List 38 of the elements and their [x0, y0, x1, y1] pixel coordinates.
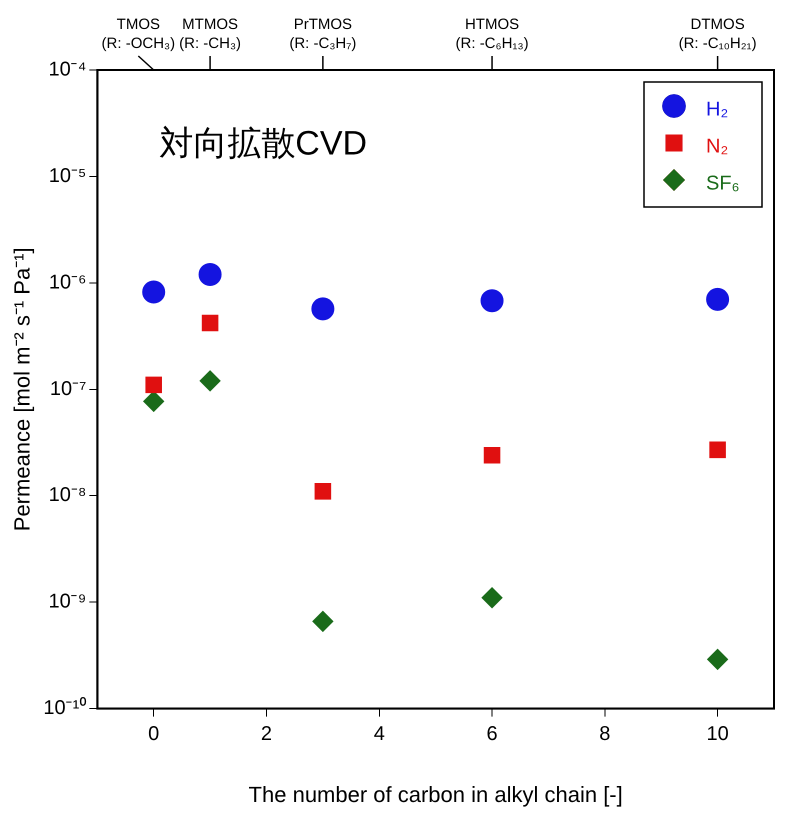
legend-label: SF₆	[706, 172, 740, 195]
point	[484, 446, 500, 464]
x-tick-label: 6	[486, 723, 498, 746]
y-axis-title: Permeance [mol m⁻² s⁻¹ Pa⁻¹]	[9, 247, 34, 532]
point	[200, 370, 221, 392]
point	[709, 442, 726, 458]
y-tick-label: 10⁻⁴	[48, 58, 86, 81]
y-tick-label: 10⁻⁵	[48, 164, 86, 187]
x-tick-label: 8	[599, 723, 610, 746]
legend-label: H₂	[706, 98, 728, 121]
point	[480, 289, 504, 312]
x-tick-label: 4	[374, 723, 385, 746]
point	[314, 483, 332, 500]
point	[312, 610, 334, 632]
x-tick-label: 2	[260, 723, 272, 746]
annotation: HTMOS (R: -C₆H₁₃)	[456, 16, 529, 52]
y-tick-label: 10⁻⁹	[48, 590, 86, 613]
annotation: 対向拡散CVD	[159, 124, 368, 162]
point	[482, 587, 503, 608]
point	[706, 288, 730, 311]
annotation: MTMOS (R: -CH₃)	[179, 16, 242, 52]
x-axis-title: The number of carbon in alkyl chain [-]	[248, 782, 623, 807]
annotation: DTMOS (R: -C₁₀H₂₁)	[678, 16, 757, 52]
x-tick-label: 0	[148, 723, 160, 746]
annotation: TMOS (R: -OCH₃)	[102, 16, 176, 52]
point	[311, 297, 334, 320]
point	[202, 314, 218, 332]
legend-label: N₂	[706, 136, 728, 158]
point	[198, 262, 222, 286]
y-tick-label: 10⁻⁸	[48, 484, 86, 506]
x-tick-label: 10	[706, 723, 729, 746]
point	[145, 376, 162, 394]
annotation: PrTMOS (R: -C₃H₇)	[289, 16, 356, 52]
point	[707, 648, 728, 670]
y-tick-label: 10⁻¹⁰	[43, 696, 86, 720]
point	[142, 280, 166, 304]
y-tick-label: 10⁻⁷	[50, 378, 86, 400]
y-tick-label: 10⁻⁶	[48, 271, 86, 294]
